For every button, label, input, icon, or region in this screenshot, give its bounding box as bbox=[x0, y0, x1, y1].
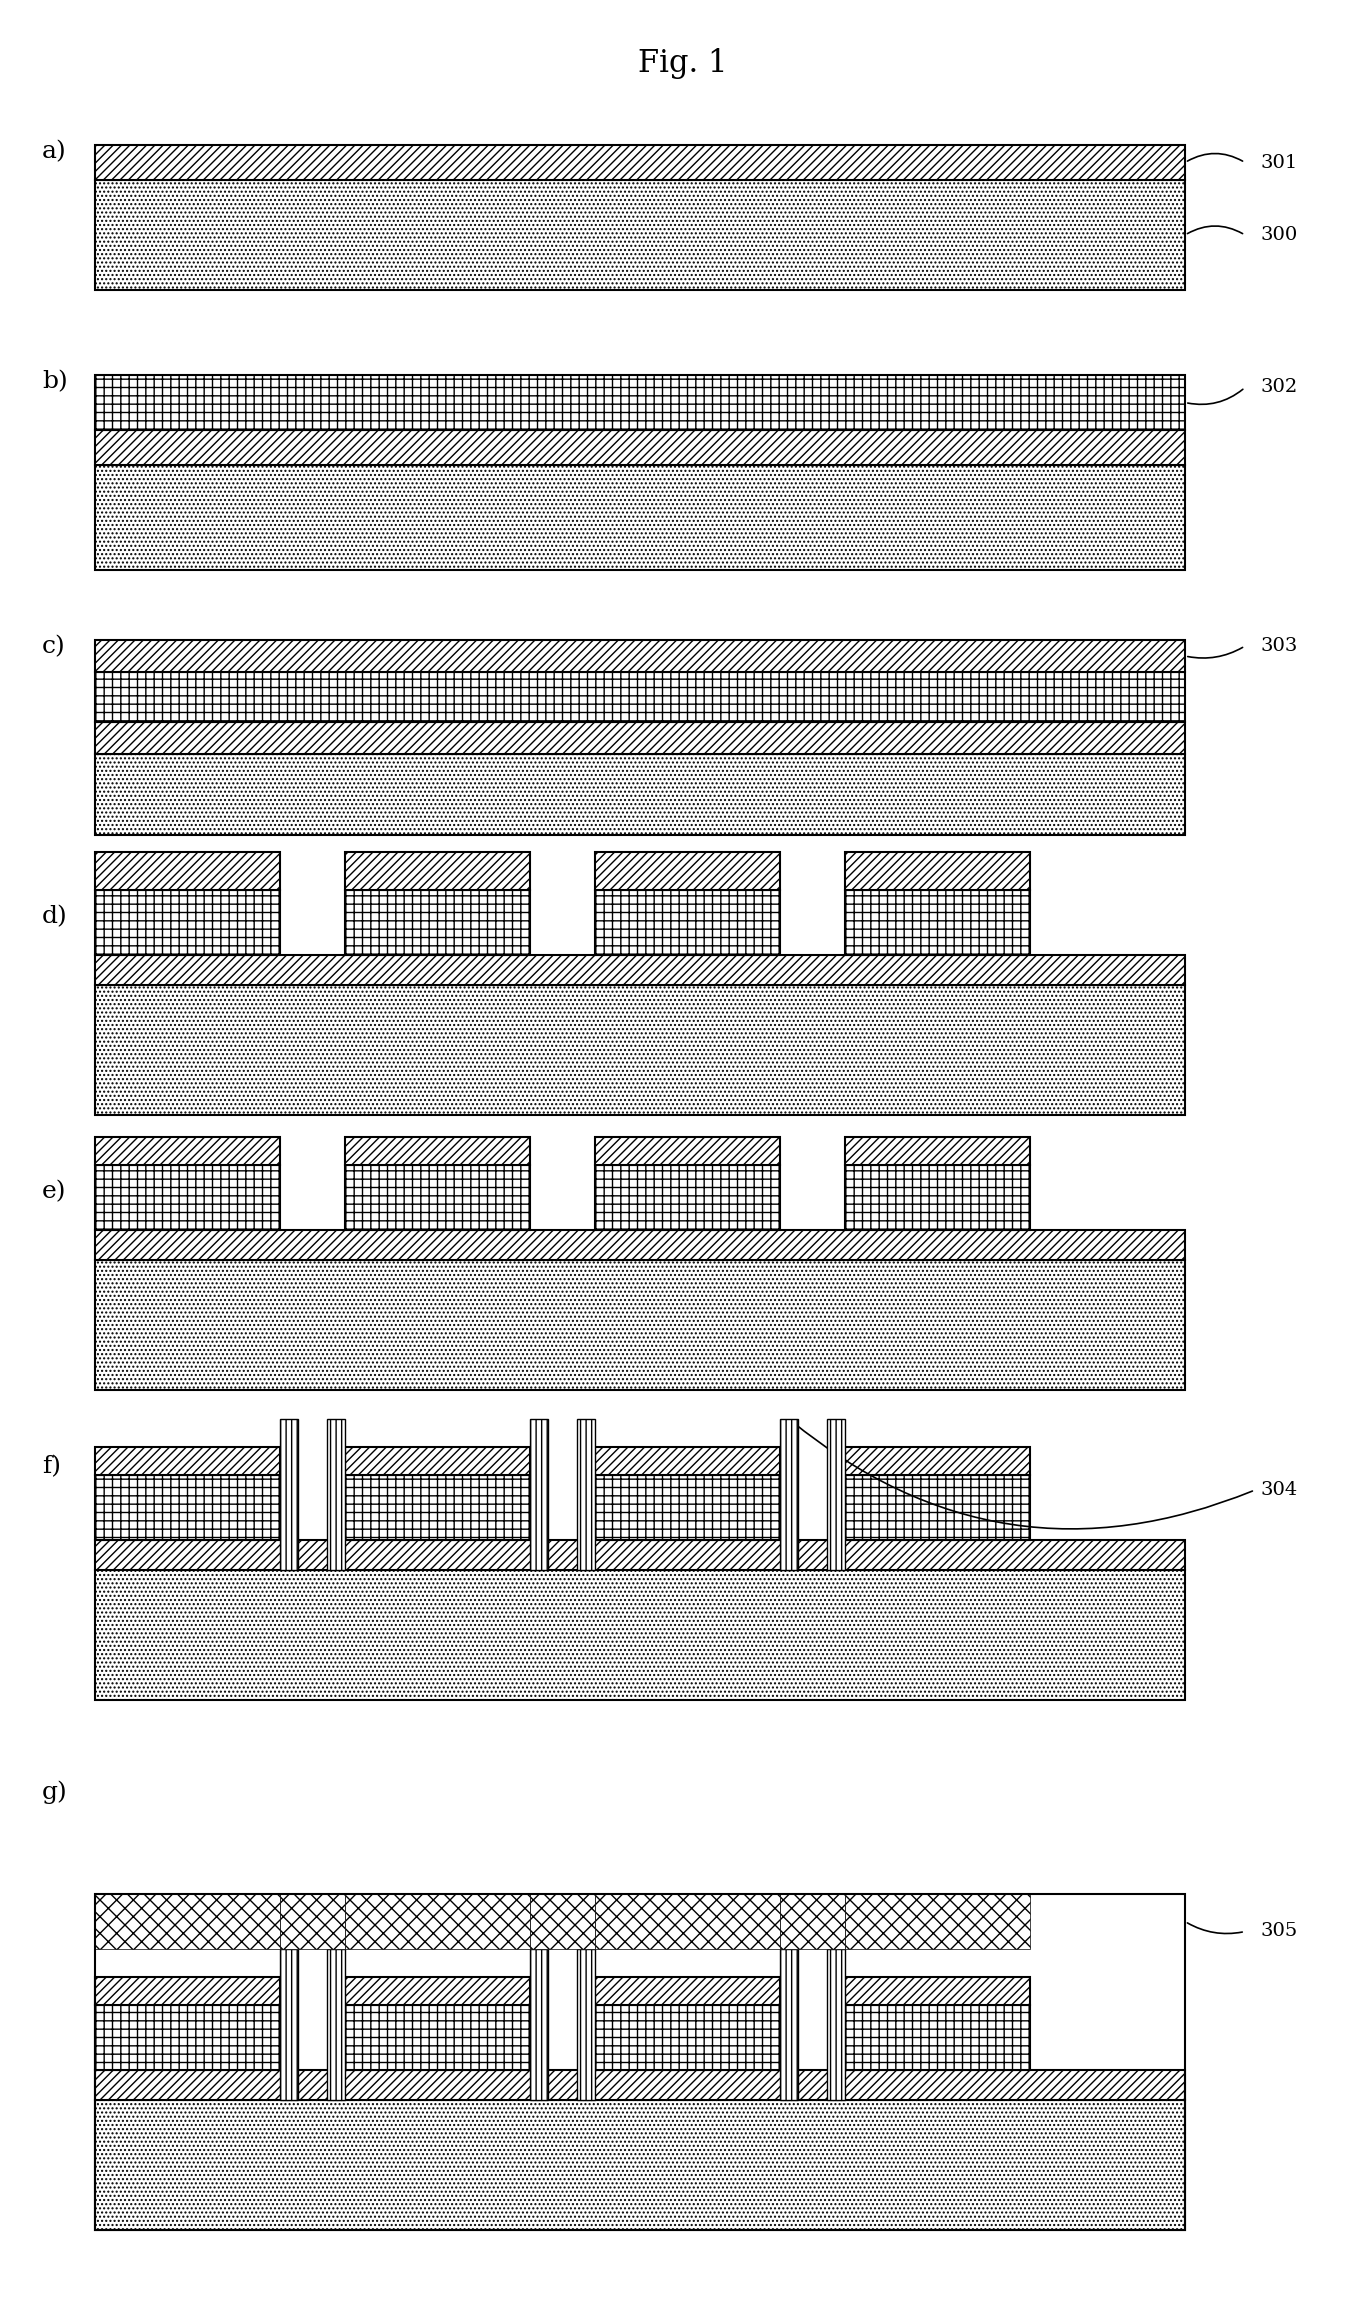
Bar bbox=[596, 852, 780, 889]
Text: 300: 300 bbox=[1259, 225, 1298, 243]
Bar bbox=[596, 1447, 780, 1475]
Bar bbox=[846, 852, 1030, 889]
Bar bbox=[780, 1948, 798, 2099]
Text: 303: 303 bbox=[1259, 636, 1298, 655]
Bar bbox=[596, 1475, 780, 1539]
Bar bbox=[846, 1475, 1030, 1539]
Bar bbox=[530, 1895, 596, 1948]
Bar bbox=[780, 1895, 846, 1941]
Bar bbox=[280, 1895, 346, 1948]
Text: 302: 302 bbox=[1259, 379, 1298, 397]
Bar bbox=[530, 1420, 548, 1571]
Bar bbox=[96, 179, 1184, 289]
Bar bbox=[346, 889, 530, 956]
Bar bbox=[346, 1895, 530, 1948]
Bar bbox=[96, 889, 280, 956]
Bar bbox=[96, 985, 1184, 1114]
Bar bbox=[530, 1895, 596, 1941]
Bar bbox=[96, 1539, 1184, 1571]
Bar bbox=[346, 2005, 530, 2070]
Bar bbox=[96, 1447, 280, 1475]
Bar bbox=[326, 1420, 346, 1571]
Bar bbox=[596, 1895, 780, 1948]
Bar bbox=[96, 1895, 1184, 2230]
Bar bbox=[96, 721, 1184, 753]
Text: b): b) bbox=[42, 370, 68, 393]
Text: Fig. 1: Fig. 1 bbox=[638, 48, 728, 78]
Bar bbox=[780, 1420, 798, 1571]
Bar bbox=[596, 1978, 780, 2005]
Bar bbox=[826, 1420, 846, 1571]
Bar bbox=[96, 1571, 1184, 1700]
Text: 301: 301 bbox=[1259, 154, 1298, 172]
Bar bbox=[96, 2070, 1184, 2099]
Bar bbox=[96, 1229, 1184, 1261]
Bar bbox=[780, 1895, 846, 1948]
Bar bbox=[826, 1948, 846, 2099]
Bar bbox=[280, 1948, 298, 2099]
Bar bbox=[96, 641, 1184, 673]
Bar bbox=[96, 1261, 1184, 1390]
Bar bbox=[596, 2005, 780, 2070]
Bar bbox=[96, 673, 1184, 721]
Bar bbox=[280, 1895, 346, 1941]
Text: 304: 304 bbox=[1259, 1482, 1298, 1500]
Bar bbox=[96, 852, 280, 889]
Bar bbox=[96, 1165, 280, 1229]
Bar bbox=[96, 2005, 280, 2070]
Bar bbox=[576, 1420, 596, 1571]
Bar bbox=[346, 1978, 530, 2005]
Bar bbox=[846, 1895, 1030, 1948]
Text: f): f) bbox=[42, 1454, 61, 1477]
Text: 305: 305 bbox=[1259, 1923, 1298, 1941]
Bar bbox=[846, 1165, 1030, 1229]
Text: a): a) bbox=[42, 140, 67, 163]
Text: g): g) bbox=[42, 1780, 68, 1803]
Bar bbox=[846, 1137, 1030, 1165]
Text: e): e) bbox=[42, 1181, 67, 1204]
Bar bbox=[846, 889, 1030, 956]
Bar bbox=[596, 889, 780, 956]
Bar bbox=[346, 852, 530, 889]
Bar bbox=[96, 1895, 280, 1948]
Bar bbox=[846, 1447, 1030, 1475]
Bar bbox=[846, 1978, 1030, 2005]
Bar bbox=[346, 1137, 530, 1165]
Bar bbox=[96, 374, 1184, 430]
Bar bbox=[96, 430, 1184, 464]
Bar bbox=[96, 2099, 1184, 2230]
Bar bbox=[96, 145, 1184, 179]
Bar bbox=[346, 1447, 530, 1475]
Bar bbox=[846, 2005, 1030, 2070]
Bar bbox=[326, 1948, 346, 2099]
Bar bbox=[96, 753, 1184, 836]
Text: c): c) bbox=[42, 634, 66, 657]
Bar bbox=[280, 1420, 298, 1571]
Bar bbox=[346, 1165, 530, 1229]
Bar bbox=[96, 1137, 280, 1165]
Bar bbox=[596, 1137, 780, 1165]
Bar bbox=[576, 1948, 596, 2099]
Bar bbox=[96, 464, 1184, 570]
Bar bbox=[530, 1948, 548, 2099]
Bar bbox=[346, 1475, 530, 1539]
Bar bbox=[96, 1475, 280, 1539]
Bar bbox=[96, 956, 1184, 985]
Bar bbox=[596, 1165, 780, 1229]
Bar bbox=[96, 1978, 280, 2005]
Text: d): d) bbox=[42, 905, 68, 928]
